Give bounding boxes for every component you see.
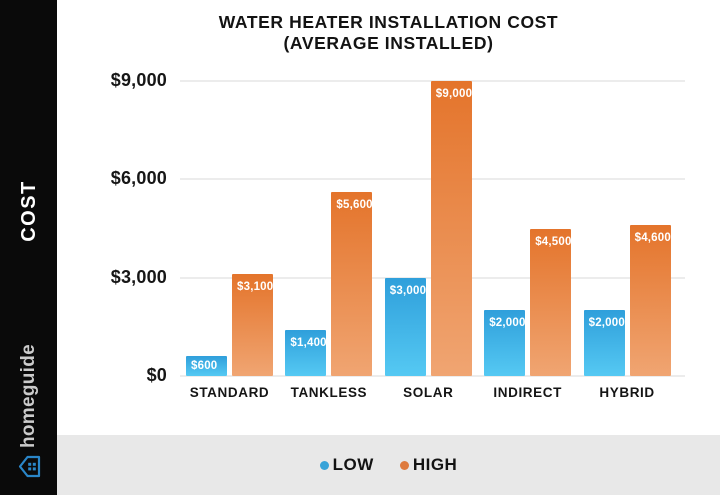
homeguide-logo: homeguide	[14, 344, 44, 478]
gridline-0	[180, 375, 685, 377]
bar-value-label: $3,100	[237, 281, 274, 294]
bar-low-solar: $3,000	[384, 277, 427, 376]
category-label-tankless: TANKLESS	[290, 385, 368, 400]
legend-dot-low	[319, 460, 329, 470]
chart-subtitle: (AVERAGE INSTALLED)	[283, 33, 494, 53]
homeguide-house-icon	[18, 455, 41, 478]
category-label-solar: SOLAR	[403, 385, 454, 400]
bar-low-tankless: $1,400	[285, 330, 327, 376]
category-label-hybrid: HYBRID	[599, 385, 655, 400]
legend: LOW HIGH	[57, 435, 720, 495]
bar-value-label: $4,600	[634, 232, 671, 245]
chart-title: WATER HEATER INSTALLATION COST	[218, 12, 559, 32]
homeguide-wordmark: homeguide	[18, 343, 39, 448]
category-label-standard: STANDARD	[189, 385, 270, 400]
bar-value-label: $600	[191, 360, 218, 373]
y-tick-label: $3,000	[110, 266, 167, 287]
chart-area: WATER HEATER INSTALLATION COST (AVERAGE …	[57, 0, 720, 435]
legend-item-low: LOW	[319, 455, 374, 475]
legend-items: LOW HIGH	[319, 455, 458, 475]
bar-value-label: $5,600	[336, 199, 373, 212]
bar-high-indirect: $4,500	[530, 228, 572, 376]
bar-value-label: $9,000	[435, 88, 473, 100]
legend-label: HIGH	[412, 455, 458, 474]
category-label-indirect: INDIRECT	[493, 385, 562, 400]
bar-high-hybrid: $4,600	[629, 225, 671, 376]
chart-title-block: WATER HEATER INSTALLATION COST (AVERAGE …	[57, 12, 720, 54]
bar-high-tankless: $5,600	[331, 192, 373, 376]
bar-high-solar: $9,000	[430, 81, 473, 376]
legend-dot-high	[399, 460, 409, 470]
bar-value-label: $1,400	[290, 337, 327, 350]
bar-low-hybrid: $2,000	[583, 310, 625, 376]
bar-value-label: $2,000	[489, 317, 526, 330]
bar-low-standard: $600	[186, 356, 227, 376]
legend-label: LOW	[332, 455, 374, 474]
y-tick-label: $0	[146, 365, 167, 385]
y-axis-title: COST	[18, 180, 40, 242]
bar-high-standard: $3,100	[232, 274, 273, 376]
left-sidebar: COST homeguide	[0, 0, 57, 495]
y-tick-label: $6,000	[110, 168, 167, 189]
bar-value-label: $4,500	[535, 235, 572, 248]
y-tick-label: $9,000	[110, 70, 167, 90]
legend-item-high: HIGH	[399, 455, 458, 475]
bar-value-label: $2,000	[588, 317, 625, 330]
bar-low-indirect: $2,000	[484, 310, 525, 376]
bar-value-label: $3,000	[389, 284, 427, 297]
